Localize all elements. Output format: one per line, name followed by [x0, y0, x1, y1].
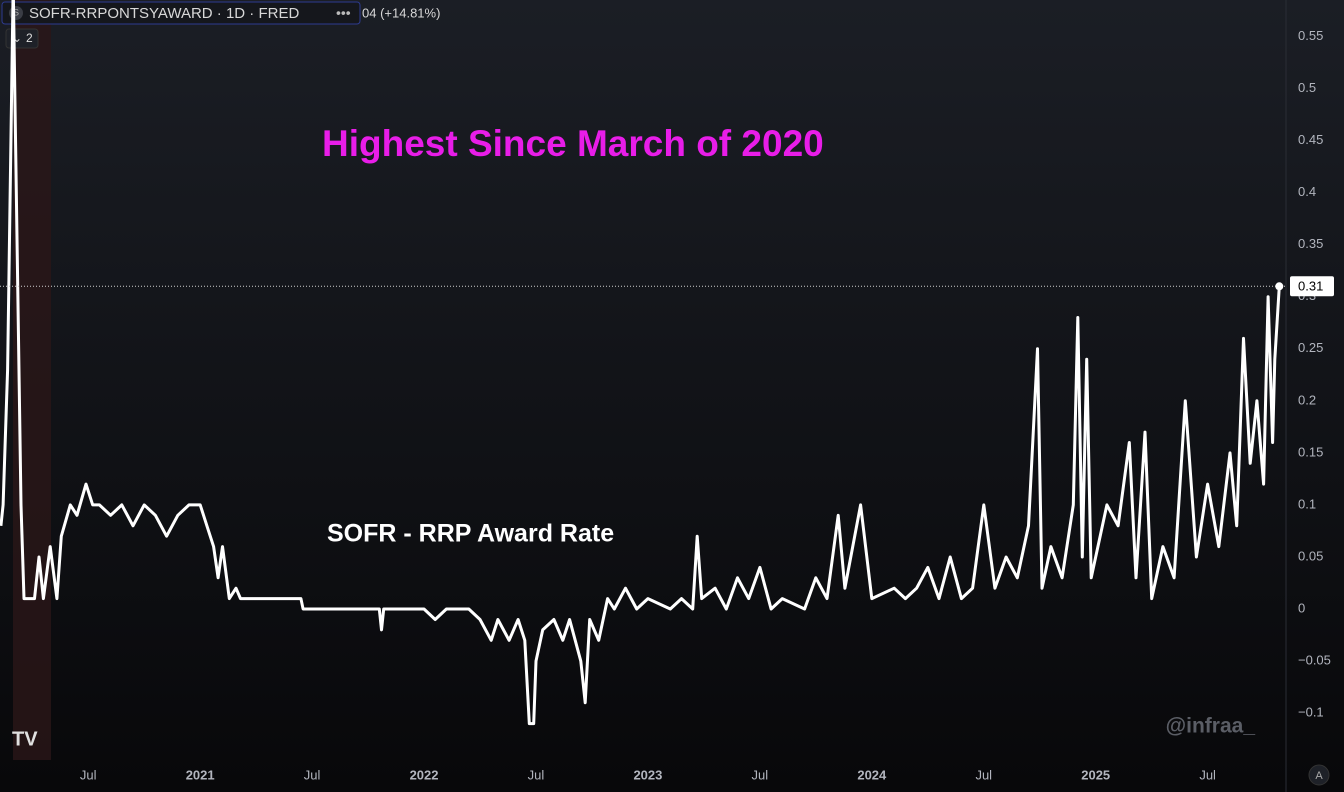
- collapse-arrow: ⌄: [12, 31, 22, 45]
- y-tick-label: 0.4: [1298, 184, 1316, 199]
- y-tick-label: 0.25: [1298, 340, 1323, 355]
- scale-button-label: A: [1315, 770, 1323, 782]
- x-tick-label: Jul: [1199, 767, 1216, 782]
- annotation: Highest Since March of 2020: [322, 123, 824, 164]
- x-tick-label: 2023: [633, 767, 662, 782]
- y-tick-label: 0.05: [1298, 548, 1323, 563]
- x-tick-label: 2025: [1081, 767, 1110, 782]
- more-button[interactable]: •••: [336, 5, 351, 21]
- y-tick-label: 0.2: [1298, 392, 1316, 407]
- x-tick-label: 2024: [857, 767, 887, 782]
- last-value-box: [1290, 276, 1334, 297]
- x-tick-label: Jul: [80, 767, 97, 782]
- y-tick-label: 0.35: [1298, 236, 1323, 251]
- y-tick-label: 0.15: [1298, 444, 1323, 459]
- last-value-label: 0.31: [1298, 279, 1323, 294]
- y-tick-label: 0: [1298, 600, 1305, 615]
- y-tick-label: 0.55: [1298, 28, 1323, 43]
- x-tick-label: Jul: [975, 767, 992, 782]
- y-tick-label: 0.1: [1298, 496, 1316, 511]
- y-tick-label: 0.5: [1298, 80, 1316, 95]
- badge: 2: [26, 31, 33, 45]
- last-point: [1275, 282, 1284, 291]
- x-tick-label: Jul: [752, 767, 769, 782]
- x-tick-label: Jul: [528, 767, 545, 782]
- watermark: @infraa_: [1166, 715, 1256, 738]
- change: 04 (+14.81%): [362, 5, 440, 20]
- x-tick-label: 2022: [410, 767, 439, 782]
- scale-button[interactable]: [1308, 764, 1330, 786]
- symbol-title[interactable]: SOFR-RRPONTSYAWARD · 1D · FRED: [29, 5, 299, 22]
- series-line: [0, 0, 1281, 726]
- annotation: SOFR - RRP Award Rate: [327, 520, 614, 548]
- symbol-box[interactable]: [1, 1, 361, 25]
- symbol-icon-letter: S: [13, 7, 19, 17]
- y-tick-label: 0.45: [1298, 132, 1323, 147]
- x-tick-label: 2021: [186, 767, 215, 782]
- y-tick-label: −0.1: [1298, 705, 1324, 720]
- logo: TV: [12, 728, 38, 750]
- x-tick-label: Jul: [304, 767, 321, 782]
- y-tick-label: −0.05: [1298, 653, 1331, 668]
